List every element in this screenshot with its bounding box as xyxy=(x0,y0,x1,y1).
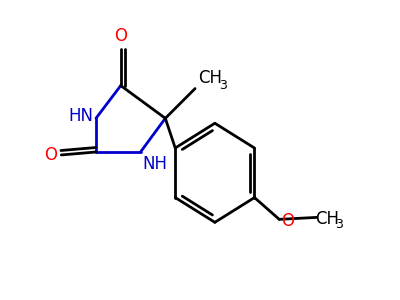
Text: O: O xyxy=(281,212,294,230)
Text: O: O xyxy=(44,146,57,164)
Text: CH: CH xyxy=(315,210,339,228)
Text: 3: 3 xyxy=(335,218,343,231)
Text: NH: NH xyxy=(142,155,168,173)
Text: CH: CH xyxy=(198,69,222,87)
Text: HN: HN xyxy=(68,107,93,125)
Text: 3: 3 xyxy=(219,79,227,92)
Text: O: O xyxy=(114,27,127,45)
